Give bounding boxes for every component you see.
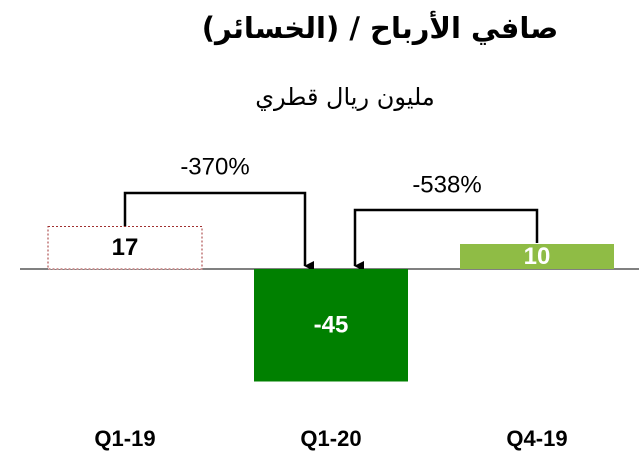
bar [47,226,203,270]
data-label: 10 [524,243,551,270]
data-label: 17 [112,234,139,261]
annotation: -538% [412,171,481,198]
bar [460,244,614,269]
x-tick-label: Q1-20 [300,426,361,451]
annotation: -370% [180,153,249,180]
chart-title: صافي الأرباح / (الخسائر) [202,10,559,45]
data-label: -45 [314,312,349,339]
x-tick-label: Q4-19 [506,426,567,451]
bar [254,269,408,382]
arrow [123,191,314,271]
arrow [353,208,539,271]
x-tick-label: Q1-19 [94,426,155,451]
chart-subtitle: مليون ريال قطري [255,83,435,111]
